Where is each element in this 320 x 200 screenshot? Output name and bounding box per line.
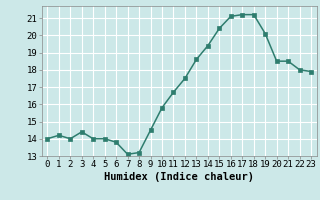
- X-axis label: Humidex (Indice chaleur): Humidex (Indice chaleur): [104, 172, 254, 182]
